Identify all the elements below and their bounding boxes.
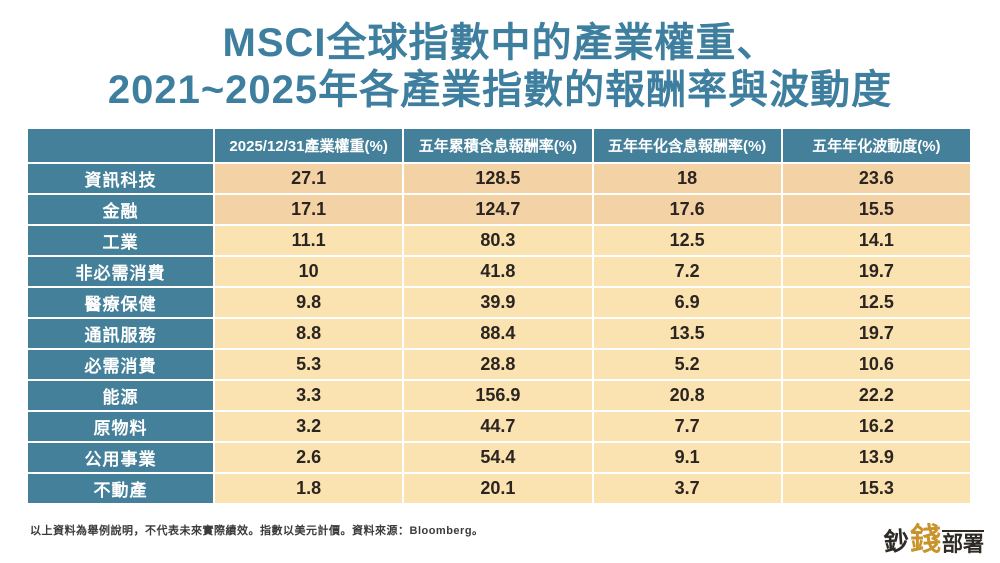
footer-disclaimer: 以上資料為舉例說明，不代表未來實際績效。指數以美元計價。資料來源：Bloombe… [30,525,484,537]
column-header-1: 2025/12/31產業權重(%) [215,129,403,162]
cell-r8-c3: 16.2 [782,412,970,441]
row-label-5: 通訊服務 [28,319,213,348]
cell-r9-c1: 54.4 [404,443,592,472]
cell-r4-c1: 39.9 [404,288,592,317]
brand-logo: 鈔 錢 部署 [883,522,984,557]
cell-r8-c1: 44.7 [404,412,592,441]
cell-r4-c2: 6.9 [593,288,781,317]
page-title-line2: 2021~2025年各產業指數的報酬率與波動度 [107,68,893,113]
cell-r4-c0: 9.8 [215,288,403,317]
row-label-3: 非必需消費 [28,257,213,286]
page-title-line1: MSCI全球指數中的產業權重、 [222,21,778,65]
cell-r8-c2: 7.7 [593,412,781,441]
row-label-2: 工業 [28,226,213,255]
cell-r7-c1: 156.9 [404,381,592,410]
cell-r1-c0: 17.1 [215,195,403,224]
cell-r0-c2: 18 [593,164,781,193]
page-title: MSCI全球指數中的產業權重、 2021~2025年各產業指數的報酬率與波動度 [0,20,1000,114]
brand-logo-char2: 錢 [910,522,941,557]
row-label-1: 金融 [28,195,213,224]
corner-header-cell [28,129,213,162]
cell-r7-c2: 20.8 [593,381,781,410]
cell-r9-c3: 13.9 [782,443,970,472]
cell-r2-c0: 11.1 [215,226,403,255]
cell-r7-c0: 3.3 [215,381,403,410]
cell-r10-c3: 15.3 [782,474,970,503]
cell-r2-c1: 80.3 [404,226,592,255]
brand-logo-char1: 鈔 [883,528,910,557]
cell-r3-c1: 41.8 [404,257,592,286]
cell-r9-c0: 2.6 [215,443,403,472]
cell-r6-c2: 5.2 [593,350,781,379]
industry-table: 2025/12/31產業權重(%) 五年累積含息報酬率(%) 五年年化含息報酬率(%… [28,129,970,504]
cell-r10-c2: 3.7 [593,474,781,503]
cell-r6-c0: 5.3 [215,350,403,379]
cell-r3-c2: 7.2 [593,257,781,286]
cell-r3-c3: 19.7 [782,257,970,286]
column-header-4: 五年年化波動度(%) [782,129,970,162]
cell-r2-c3: 14.1 [782,226,970,255]
column-header-3: 五年年化含息報酬率(%) [593,129,781,162]
cell-r2-c2: 12.5 [593,226,781,255]
row-label-0: 資訊科技 [28,164,213,193]
cell-r5-c2: 13.5 [593,319,781,348]
cell-r1-c3: 15.5 [782,195,970,224]
cell-r0-c0: 27.1 [215,164,403,193]
cell-r5-c0: 8.8 [215,319,403,348]
cell-r1-c1: 124.7 [404,195,592,224]
cell-r1-c2: 17.6 [593,195,781,224]
cell-r7-c3: 22.2 [782,381,970,410]
cell-r5-c1: 88.4 [404,319,592,348]
row-label-4: 醫療保健 [28,288,213,317]
row-label-9: 公用事業 [28,443,213,472]
row-label-7: 能源 [28,381,213,410]
row-label-6: 必需消費 [28,350,213,379]
column-header-2: 五年累積含息報酬率(%) [404,129,592,162]
row-label-8: 原物料 [28,412,213,441]
cell-r8-c0: 3.2 [215,412,403,441]
brand-logo-chars34: 部署 [942,530,984,556]
cell-r5-c3: 19.7 [782,319,970,348]
cell-r0-c3: 23.6 [782,164,970,193]
row-label-10: 不動產 [28,474,213,503]
cell-r6-c3: 10.6 [782,350,970,379]
cell-r3-c0: 10 [215,257,403,286]
cell-r4-c3: 12.5 [782,288,970,317]
cell-r9-c2: 9.1 [593,443,781,472]
cell-r10-c1: 20.1 [404,474,592,503]
cell-r6-c1: 28.8 [404,350,592,379]
cell-r10-c0: 1.8 [215,474,403,503]
cell-r0-c1: 128.5 [404,164,592,193]
